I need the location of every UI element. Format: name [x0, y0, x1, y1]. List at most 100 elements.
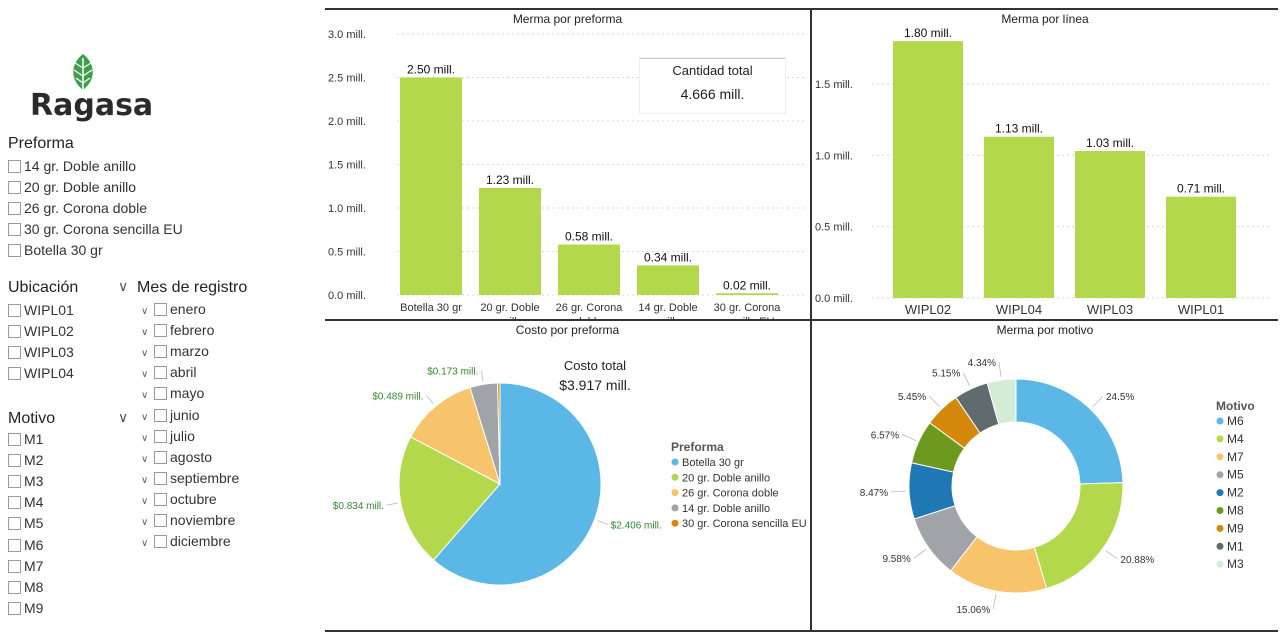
- preforma-option[interactable]: 14 gr. Doble anillo: [8, 156, 136, 176]
- motivo-option[interactable]: M7: [8, 556, 43, 576]
- motivo-collapse-icon[interactable]: ∨: [118, 409, 129, 425]
- motivo-option[interactable]: M9: [8, 598, 43, 618]
- motivo-option[interactable]: M6: [8, 535, 43, 555]
- checkbox[interactable]: [8, 367, 21, 380]
- ubicacion-option[interactable]: WIPL04: [8, 363, 74, 383]
- preforma-option[interactable]: 26 gr. Corona doble: [8, 198, 147, 218]
- checkbox[interactable]: [154, 429, 167, 443]
- bar[interactable]: [716, 293, 778, 295]
- checkbox[interactable]: [8, 517, 21, 531]
- mes-option[interactable]: ∨ mayo: [141, 383, 204, 403]
- mes-option[interactable]: ∨ diciembre: [141, 531, 231, 551]
- checkbox[interactable]: [154, 345, 167, 359]
- checkbox[interactable]: [8, 346, 21, 359]
- checkbox[interactable]: [8, 181, 21, 194]
- checkbox[interactable]: [154, 387, 167, 401]
- expand-chevron-icon[interactable]: ∨: [141, 495, 149, 507]
- expand-chevron-icon[interactable]: ∨: [141, 306, 149, 317]
- pie-slice[interactable]: [1033, 482, 1124, 590]
- expand-chevron-icon[interactable]: ∨: [141, 327, 149, 339]
- mes-option[interactable]: ∨ septiembre: [141, 468, 239, 488]
- ubicacion-option[interactable]: WIPL02: [8, 321, 74, 341]
- expand-chevron-icon[interactable]: ∨: [141, 453, 149, 465]
- legend-item-label[interactable]: M1: [1227, 539, 1244, 553]
- bar[interactable]: [558, 244, 620, 295]
- expand-chevron-icon[interactable]: ∨: [141, 432, 149, 444]
- expand-chevron-icon[interactable]: ∨: [141, 411, 149, 423]
- motivo-option[interactable]: M3: [8, 471, 43, 491]
- bar[interactable]: [637, 265, 699, 295]
- expand-chevron-icon[interactable]: ∨: [141, 369, 149, 381]
- checkbox[interactable]: [8, 223, 21, 236]
- mes-option[interactable]: ∨ noviembre: [141, 510, 235, 530]
- bar[interactable]: [984, 136, 1054, 298]
- ubicacion-option[interactable]: WIPL03: [8, 342, 74, 362]
- checkbox[interactable]: [8, 475, 21, 489]
- preforma-option[interactable]: 30 gr. Corona sencilla EU: [8, 219, 183, 239]
- checkbox[interactable]: [8, 244, 21, 257]
- merma-motivo-visual[interactable]: Merma por motivo 24.5% 20.88% 15.06% 9.58% 8…: [812, 321, 1278, 630]
- legend-item-label[interactable]: 14 gr. Doble anillo: [682, 503, 770, 515]
- checkbox[interactable]: [154, 303, 167, 316]
- legend-item-label[interactable]: 30 gr. Corona sencilla EU: [682, 518, 807, 530]
- checkbox[interactable]: [8, 325, 21, 338]
- motivo-option[interactable]: M4: [8, 492, 43, 512]
- pie-slice[interactable]: [409, 386, 501, 486]
- preforma-option[interactable]: Botella 30 gr: [8, 240, 103, 260]
- checkbox[interactable]: [8, 160, 21, 173]
- checkbox[interactable]: [8, 304, 21, 317]
- motivo-option[interactable]: M5: [8, 513, 43, 533]
- mes-option[interactable]: ∨ julio: [141, 426, 195, 446]
- bar[interactable]: [400, 77, 462, 296]
- legend-item-label[interactable]: M9: [1227, 521, 1244, 535]
- motivo-option[interactable]: M8: [8, 577, 43, 597]
- checkbox[interactable]: [154, 471, 167, 485]
- motivo-option[interactable]: M1: [8, 429, 43, 449]
- checkbox[interactable]: [8, 601, 21, 615]
- checkbox[interactable]: [154, 408, 167, 422]
- legend-item-label[interactable]: 26 gr. Corona doble: [682, 488, 779, 500]
- mes-option[interactable]: ∨ octubre: [141, 489, 217, 509]
- expand-chevron-icon[interactable]: ∨: [141, 538, 149, 550]
- legend-item-label[interactable]: M5: [1227, 468, 1244, 482]
- bar[interactable]: [893, 41, 963, 299]
- checkbox[interactable]: [8, 433, 21, 446]
- costo-preforma-visual[interactable]: Costo por preforma Costo total $3.917 mi…: [325, 321, 810, 630]
- legend-item-label[interactable]: M6: [1227, 414, 1244, 428]
- expand-chevron-icon[interactable]: ∨: [141, 517, 149, 528]
- merma-preforma-visual[interactable]: Merma por preforma 0.0 mill. 0.5 mill. 1.0…: [325, 10, 810, 319]
- legend-item-label[interactable]: M2: [1227, 486, 1244, 500]
- pie-slice[interactable]: [432, 382, 602, 586]
- pie-slice[interactable]: [398, 436, 501, 561]
- legend-item-label[interactable]: Botella 30 gr: [682, 457, 744, 469]
- pie-slice[interactable]: [497, 382, 501, 485]
- checkbox[interactable]: [154, 492, 167, 506]
- checkbox[interactable]: [8, 454, 21, 468]
- mes-option[interactable]: ∨ febrero: [141, 320, 214, 340]
- checkbox[interactable]: [154, 450, 167, 464]
- legend-item-label[interactable]: M3: [1227, 557, 1244, 571]
- mes-option[interactable]: ∨ junio: [141, 405, 200, 425]
- mes-option[interactable]: ∨ abril: [141, 362, 196, 382]
- legend-item-label[interactable]: M7: [1227, 450, 1244, 464]
- motivo-option[interactable]: M2: [8, 450, 43, 470]
- checkbox[interactable]: [154, 535, 167, 549]
- mes-option[interactable]: ∨ agosto: [141, 447, 212, 467]
- bar[interactable]: [479, 187, 541, 295]
- expand-chevron-icon[interactable]: ∨: [141, 390, 149, 402]
- bar[interactable]: [1075, 151, 1145, 298]
- pie-slice[interactable]: [1015, 378, 1124, 485]
- checkbox[interactable]: [8, 496, 21, 510]
- legend-item-label[interactable]: 20 gr. Doble anillo: [682, 472, 770, 484]
- checkbox[interactable]: [8, 580, 21, 594]
- bar[interactable]: [1166, 196, 1236, 298]
- mes-option[interactable]: ∨ marzo: [141, 341, 209, 361]
- checkbox[interactable]: [8, 538, 21, 552]
- legend-item-label[interactable]: M8: [1227, 504, 1244, 518]
- legend-item-label[interactable]: M4: [1227, 432, 1244, 446]
- checkbox[interactable]: [8, 202, 21, 215]
- checkbox[interactable]: [8, 559, 21, 573]
- checkbox[interactable]: [154, 324, 167, 338]
- expand-chevron-icon[interactable]: ∨: [141, 348, 149, 360]
- ubicacion-option[interactable]: WIPL01: [8, 300, 74, 320]
